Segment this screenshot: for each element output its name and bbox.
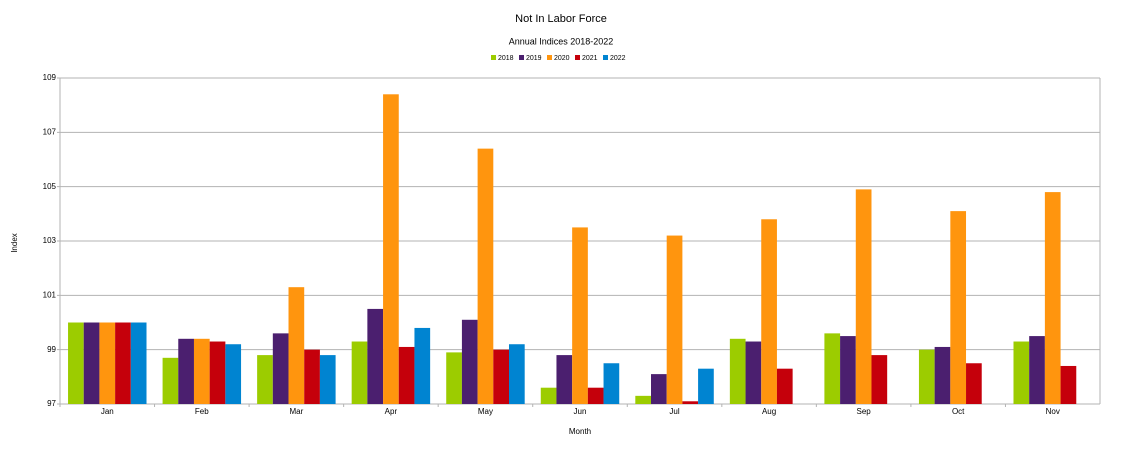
bar <box>855 189 872 404</box>
bar <box>776 368 793 404</box>
bar <box>651 374 667 404</box>
bar <box>99 322 116 404</box>
x-tick-label: Aug <box>762 407 776 416</box>
bar <box>130 322 147 404</box>
x-tick-label: Jul <box>669 407 679 416</box>
bar <box>461 319 478 404</box>
y-tick-label: 99 <box>47 345 56 354</box>
legend-label: 2021 <box>582 55 598 62</box>
y-tick-label: 107 <box>43 127 57 136</box>
bar <box>115 322 131 404</box>
bar <box>477 148 494 404</box>
bar <box>966 363 982 404</box>
y-tick-label: 101 <box>43 290 57 299</box>
bar <box>840 336 856 404</box>
y-tick-label: 105 <box>43 182 57 191</box>
legend-swatch <box>519 55 524 60</box>
y-tick-label: 109 <box>43 73 57 82</box>
bar <box>950 211 967 404</box>
bar <box>587 387 604 404</box>
legend-label: 2019 <box>526 55 542 62</box>
bar <box>162 357 179 404</box>
bar <box>1044 192 1061 404</box>
bar <box>304 349 320 404</box>
bar <box>540 387 557 404</box>
bar <box>934 346 951 404</box>
x-tick-label: Feb <box>195 407 209 416</box>
bar <box>272 333 289 404</box>
x-tick-label: Oct <box>952 407 965 416</box>
bar <box>351 341 368 404</box>
x-tick-label: Jun <box>574 407 587 416</box>
bar <box>556 355 573 404</box>
legend-swatch <box>547 55 552 60</box>
bar <box>729 338 746 404</box>
bar <box>446 352 462 404</box>
x-tick-label: Nov <box>1046 407 1060 416</box>
bar <box>288 287 305 404</box>
chart-subtitle: Annual Indices 2018-2022 <box>509 36 614 46</box>
chart-title: Not In Labor Force <box>515 13 607 25</box>
y-axis-label: Index <box>10 233 19 253</box>
bar <box>682 401 699 404</box>
bar <box>761 219 777 404</box>
legend-label: 2018 <box>498 55 514 62</box>
bar <box>572 227 588 404</box>
bar <box>871 355 888 404</box>
bar <box>414 327 431 404</box>
bar <box>918 349 935 404</box>
x-tick-label: Apr <box>385 407 398 416</box>
bar <box>209 341 226 404</box>
y-tick-label: 97 <box>47 399 56 408</box>
legend-swatch <box>491 55 496 60</box>
x-tick-label: Mar <box>289 407 303 416</box>
bar <box>1060 365 1077 404</box>
bar <box>666 235 683 404</box>
bar <box>508 344 525 404</box>
bar <box>383 94 399 405</box>
bar <box>698 368 714 404</box>
x-tick-label: Jan <box>101 407 114 416</box>
bar <box>1029 336 1045 404</box>
legend-label: 2020 <box>554 55 570 62</box>
bar <box>493 349 509 404</box>
bar <box>603 363 620 404</box>
legend-swatch <box>575 55 580 60</box>
bar <box>398 346 415 404</box>
y-tick-label: 103 <box>43 236 57 245</box>
bar <box>319 355 336 404</box>
bar <box>178 338 194 404</box>
legend-label: 2022 <box>610 55 626 62</box>
x-axis-label: Month <box>569 427 591 436</box>
bar <box>68 322 84 404</box>
bar <box>635 395 652 404</box>
bar <box>257 355 273 404</box>
bar <box>225 344 242 404</box>
x-tick-label: Sep <box>857 407 872 416</box>
bar <box>83 322 100 404</box>
bar <box>367 308 384 404</box>
bar <box>193 338 210 404</box>
legend-swatch <box>603 55 608 60</box>
x-tick-label: May <box>478 407 493 416</box>
bar <box>1013 341 1030 404</box>
bar <box>824 333 841 404</box>
bar <box>745 341 762 404</box>
